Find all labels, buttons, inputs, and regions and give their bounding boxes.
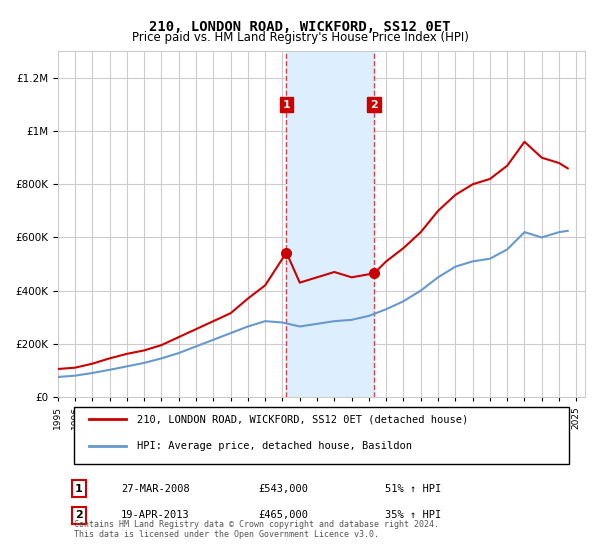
Text: 27-MAR-2008: 27-MAR-2008 bbox=[121, 484, 190, 494]
Text: 1: 1 bbox=[75, 484, 83, 494]
Text: £465,000: £465,000 bbox=[258, 510, 308, 520]
Text: 1: 1 bbox=[283, 100, 290, 110]
Text: 35% ↑ HPI: 35% ↑ HPI bbox=[385, 510, 441, 520]
Text: 51% ↑ HPI: 51% ↑ HPI bbox=[385, 484, 441, 494]
Text: 210, LONDON ROAD, WICKFORD, SS12 0ET: 210, LONDON ROAD, WICKFORD, SS12 0ET bbox=[149, 20, 451, 34]
Bar bbox=[286, 52, 374, 397]
Text: Price paid vs. HM Land Registry's House Price Index (HPI): Price paid vs. HM Land Registry's House … bbox=[131, 31, 469, 44]
FancyBboxPatch shape bbox=[74, 407, 569, 464]
Text: 19-APR-2013: 19-APR-2013 bbox=[121, 510, 190, 520]
Text: HPI: Average price, detached house, Basildon: HPI: Average price, detached house, Basi… bbox=[137, 441, 412, 451]
Text: 210, LONDON ROAD, WICKFORD, SS12 0ET (detached house): 210, LONDON ROAD, WICKFORD, SS12 0ET (de… bbox=[137, 414, 468, 424]
Text: 2: 2 bbox=[75, 510, 83, 520]
Text: Contains HM Land Registry data © Crown copyright and database right 2024.
This d: Contains HM Land Registry data © Crown c… bbox=[74, 520, 439, 539]
Text: £543,000: £543,000 bbox=[258, 484, 308, 494]
Text: 2: 2 bbox=[370, 100, 378, 110]
